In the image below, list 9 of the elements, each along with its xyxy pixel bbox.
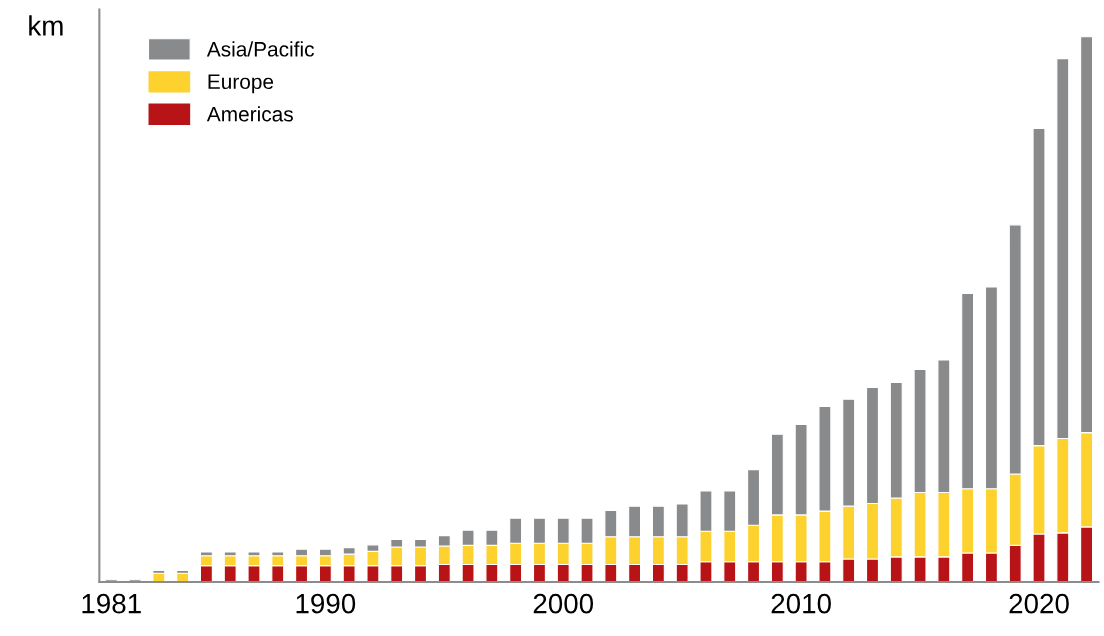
legend-label: Americas xyxy=(206,106,293,122)
x-tick-label: 1981 xyxy=(82,593,141,614)
x-tick-label: 2010 xyxy=(771,593,831,614)
legend-label: Asia/Pacific xyxy=(206,41,314,57)
x-tick-label: 2000 xyxy=(533,593,594,614)
legend-label: Europe xyxy=(208,74,274,94)
y-axis-title: km xyxy=(29,15,63,36)
x-tick-label: 1990 xyxy=(296,593,356,614)
x-tick-label: 2020 xyxy=(1009,593,1069,614)
